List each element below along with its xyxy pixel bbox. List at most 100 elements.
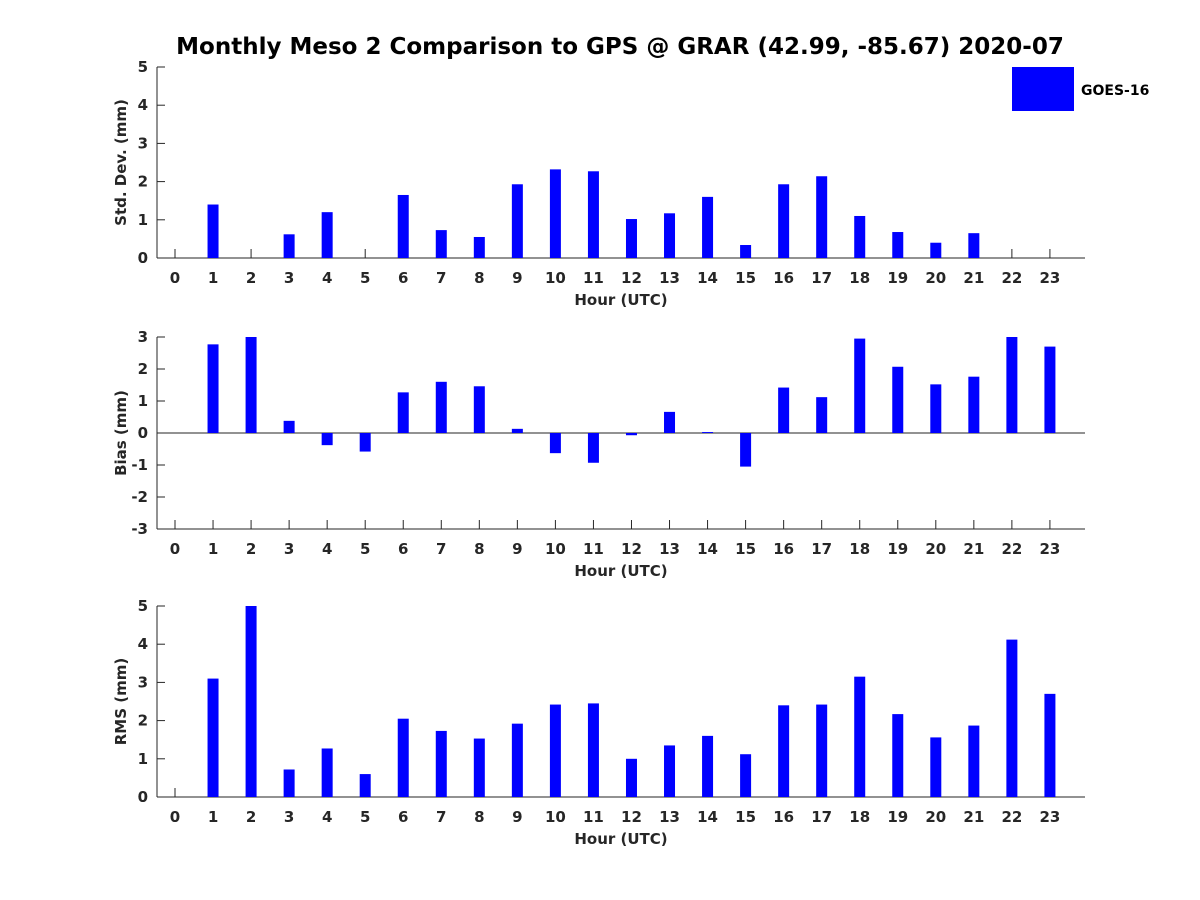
bar-hour-14 xyxy=(702,432,714,433)
bar-hour-7 xyxy=(435,381,447,433)
x-tick-label: 18 xyxy=(849,808,870,826)
x-tick-label: 17 xyxy=(811,808,832,826)
x-axis-label: Hour (UTC) xyxy=(574,562,667,580)
x-tick-label: 7 xyxy=(436,540,446,558)
bar-hour-7 xyxy=(435,230,447,258)
x-tick-label: 12 xyxy=(621,540,642,558)
y-axis-label: Std. Dev. (mm) xyxy=(112,99,130,226)
x-tick-label: 15 xyxy=(735,269,756,287)
x-tick-label: 8 xyxy=(474,808,484,826)
x-tick-label: 7 xyxy=(436,808,446,826)
bar-hour-21 xyxy=(968,233,980,258)
y-tick-label: 1 xyxy=(138,392,148,410)
x-tick-label: 16 xyxy=(773,269,794,287)
x-tick-label: 17 xyxy=(811,540,832,558)
x-tick-label: 19 xyxy=(887,540,908,558)
bar-hour-9 xyxy=(511,184,523,258)
bar-hour-22 xyxy=(1006,639,1018,797)
x-tick-label: 13 xyxy=(659,269,680,287)
x-tick-label: 13 xyxy=(659,808,680,826)
x-tick-label: 4 xyxy=(322,269,332,287)
y-tick-label: 0 xyxy=(138,424,148,442)
x-tick-label: 15 xyxy=(735,808,756,826)
legend-swatch xyxy=(1012,67,1074,111)
bar-hour-1 xyxy=(207,344,219,433)
bar-hour-11 xyxy=(587,703,599,797)
x-tick-label: 23 xyxy=(1039,269,1060,287)
bar-hour-3 xyxy=(283,769,295,797)
x-tick-label: 8 xyxy=(474,540,484,558)
x-tick-label: 6 xyxy=(398,540,408,558)
x-tick-label: 19 xyxy=(887,808,908,826)
bar-hour-4 xyxy=(321,433,333,446)
y-axis-label: RMS (mm) xyxy=(112,658,130,745)
bar-hour-19 xyxy=(892,366,904,433)
bar-hour-22 xyxy=(1006,337,1018,433)
x-tick-label: 2 xyxy=(246,540,256,558)
bar-hour-5 xyxy=(359,433,371,452)
x-tick-label: 1 xyxy=(208,808,218,826)
bar-hour-3 xyxy=(283,234,295,258)
bar-hour-21 xyxy=(968,376,980,433)
bar-hour-15 xyxy=(740,245,752,258)
x-tick-label: 23 xyxy=(1039,808,1060,826)
x-tick-label: 8 xyxy=(474,269,484,287)
bar-hour-11 xyxy=(587,171,599,258)
x-tick-label: 3 xyxy=(284,269,294,287)
x-tick-label: 3 xyxy=(284,808,294,826)
x-tick-label: 12 xyxy=(621,269,642,287)
x-tick-label: 4 xyxy=(322,540,332,558)
x-tick-label: 9 xyxy=(512,540,522,558)
y-tick-label: 5 xyxy=(138,597,148,615)
legend-label: GOES-16 xyxy=(1081,83,1149,99)
bar-hour-18 xyxy=(854,338,866,433)
x-tick-label: 11 xyxy=(583,540,604,558)
x-tick-label: 9 xyxy=(512,269,522,287)
legend: GOES-16 xyxy=(1012,67,1149,111)
bar-hour-17 xyxy=(816,397,828,433)
x-tick-label: 16 xyxy=(773,540,794,558)
x-tick-label: 2 xyxy=(246,808,256,826)
bar-hour-12 xyxy=(625,433,637,436)
bar-hour-18 xyxy=(854,676,866,797)
x-tick-label: 0 xyxy=(170,808,180,826)
bar-hour-6 xyxy=(397,194,409,258)
bar-hour-1 xyxy=(207,678,219,797)
x-tick-label: 17 xyxy=(811,269,832,287)
bar-hour-20 xyxy=(930,737,942,797)
bar-hour-16 xyxy=(778,184,790,258)
bar-hour-10 xyxy=(549,169,561,258)
bar-hour-4 xyxy=(321,212,333,258)
y-tick-label: 3 xyxy=(138,673,148,691)
bar-hour-2 xyxy=(245,606,257,797)
bar-hour-12 xyxy=(625,758,637,797)
x-axis-label: Hour (UTC) xyxy=(574,830,667,848)
y-tick-label: 3 xyxy=(138,134,148,152)
bar-hour-13 xyxy=(664,745,676,797)
y-axis-label: Bias (mm) xyxy=(112,390,130,476)
bar-hour-1 xyxy=(207,204,219,258)
x-tick-label: 22 xyxy=(1001,808,1022,826)
bar-hour-23 xyxy=(1044,693,1056,797)
bar-hour-9 xyxy=(511,428,523,433)
x-tick-label: 15 xyxy=(735,540,756,558)
bar-hour-13 xyxy=(664,213,676,258)
x-tick-label: 3 xyxy=(284,540,294,558)
x-tick-label: 5 xyxy=(360,808,370,826)
bar-hour-5 xyxy=(359,774,371,797)
y-tick-label: 4 xyxy=(138,635,148,653)
bar-hour-17 xyxy=(816,704,828,797)
x-tick-label: 12 xyxy=(621,808,642,826)
x-tick-label: 20 xyxy=(925,540,946,558)
bar-hour-8 xyxy=(473,236,485,258)
y-tick-label: -1 xyxy=(131,456,148,474)
bar-hour-11 xyxy=(587,433,599,463)
x-tick-label: 4 xyxy=(322,808,332,826)
x-tick-label: 18 xyxy=(849,540,870,558)
x-tick-label: 19 xyxy=(887,269,908,287)
